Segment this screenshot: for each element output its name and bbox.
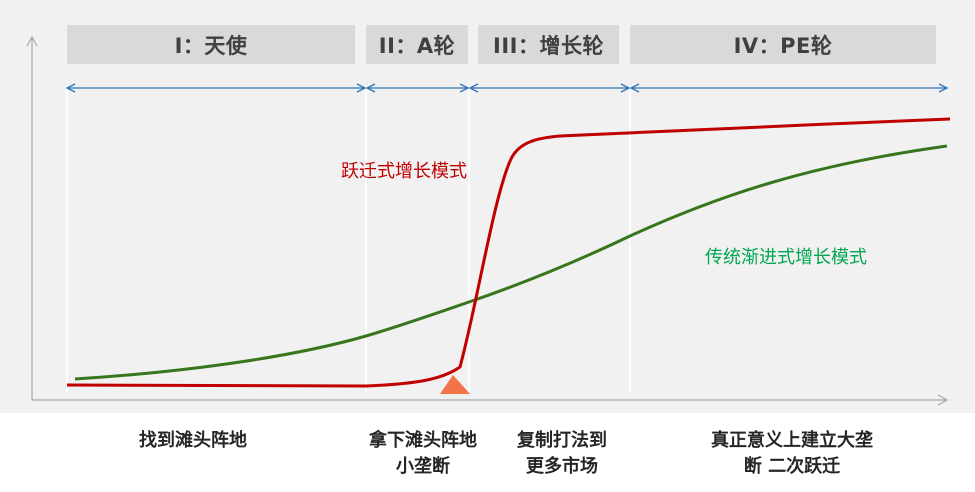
stage-angel: I：天使 [67, 25, 355, 64]
stage-pe: IV：PE轮 [630, 25, 936, 64]
stage-span-arrow [367, 84, 468, 92]
stage-goal-series-a: 拿下滩头阵地 小垄断 [369, 428, 477, 480]
stage-goal-line: 真正意义上建立大垄 [711, 428, 873, 454]
inflection-marker [440, 375, 470, 394]
stage-goal-angel: 找到滩头阵地 [139, 428, 247, 454]
stage-growth: III：增长轮 [478, 25, 619, 64]
stage-span-arrow [631, 84, 947, 92]
stage-goal-line: 复制打法到 [517, 428, 607, 454]
stage-goal-pe: 真正意义上建立大垄 断 二次跃迁 [711, 428, 873, 480]
stage-goal-line: 小垄断 [369, 454, 477, 480]
stage-span-arrow [67, 84, 365, 92]
stage-goal-line: 拿下滩头阵地 [369, 428, 477, 454]
leap-growth-label: 跃迁式增长模式 [341, 157, 467, 183]
stage-goal-line: 更多市场 [517, 454, 607, 480]
stage-goal-line: 断 二次跃迁 [711, 454, 873, 480]
stage-span-arrow [470, 84, 629, 92]
stage-series-a: II：A轮 [366, 25, 468, 64]
stage-goal-growth: 复制打法到 更多市场 [517, 428, 607, 480]
stage-goal-line: 找到滩头阵地 [139, 428, 247, 454]
traditional-growth-label: 传统渐进式增长模式 [705, 243, 867, 269]
